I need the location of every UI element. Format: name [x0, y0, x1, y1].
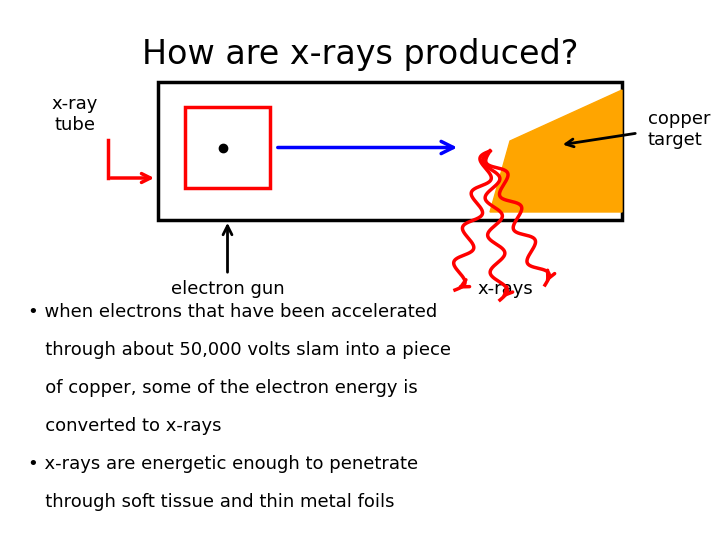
Text: through soft tissue and thin metal foils: through soft tissue and thin metal foils	[28, 493, 395, 511]
Text: of copper, some of the electron energy is: of copper, some of the electron energy i…	[28, 379, 418, 397]
Text: x-rays: x-rays	[477, 280, 533, 298]
Text: How are x-rays produced?: How are x-rays produced?	[142, 38, 578, 71]
Text: converted to x-rays: converted to x-rays	[28, 417, 222, 435]
Polygon shape	[490, 90, 622, 212]
Text: • when electrons that have been accelerated: • when electrons that have been accelera…	[28, 303, 437, 321]
Text: electron gun: electron gun	[171, 280, 284, 298]
Text: through about 50,000 volts slam into a piece: through about 50,000 volts slam into a p…	[28, 341, 451, 359]
Bar	[185, 107, 270, 188]
Text: x-ray
tube: x-ray tube	[52, 95, 98, 134]
Text: • x-rays are energetic enough to penetrate: • x-rays are energetic enough to penetra…	[28, 455, 418, 473]
Text: copper
target: copper target	[648, 110, 711, 149]
Bar	[158, 82, 622, 220]
